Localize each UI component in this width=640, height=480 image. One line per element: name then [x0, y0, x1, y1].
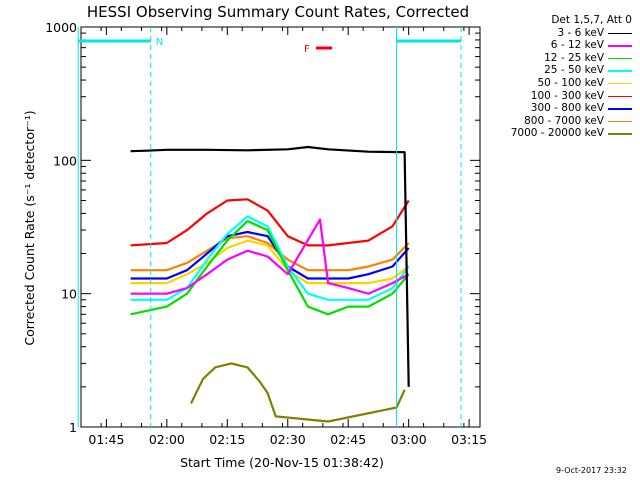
legend-swatch: [608, 82, 632, 85]
y-tick-label: 100: [53, 153, 77, 168]
timestamp: 9-Oct-2017 23:32: [556, 466, 627, 475]
legend-item: 7000 - 20000 keV: [480, 127, 638, 140]
annotation-label-f: F: [304, 44, 310, 55]
x-tick-label: 03:00: [391, 432, 427, 447]
y-tick-label: 1000: [45, 20, 77, 35]
series-line-7000-20000-kevkev: [190, 362, 406, 423]
legend-swatch: [608, 133, 632, 135]
legend-item: 3 - 6 keV: [480, 27, 638, 40]
legend-label: 50 - 100 keV: [537, 76, 604, 89]
series-line-6-12-kevkev: [130, 218, 410, 295]
legend-swatch: [608, 95, 632, 97]
y-axis-label: Corrected Count Rate (s⁻¹ detector⁻¹): [22, 110, 37, 345]
legend-swatch: [608, 32, 632, 34]
series-group: [130, 145, 410, 423]
chart-title: HESSI Observing Summary Count Rates, Cor…: [87, 3, 469, 21]
series-line-3-6-kevkev: [130, 145, 410, 387]
axis-ticks: 01:45 02:00 02:15 02:30 02:45 03:00 03:15 1 10 10…: [45, 20, 487, 447]
legend-item: 300 - 800 keV: [480, 102, 638, 115]
x-tick-label: 02:00: [149, 432, 185, 447]
series-line-100-300-kevkev: [130, 198, 410, 247]
legend-label: 800 - 7000 keV: [524, 114, 604, 127]
y-tick-label: 10: [61, 287, 77, 302]
x-tick-label: 02:30: [270, 432, 306, 447]
legend-item: 25 - 50 keV: [480, 64, 638, 77]
x-axis-label: Start Time (20-Nov-15 01:38:42): [180, 455, 384, 470]
legend-swatch: [608, 120, 632, 123]
legend-item: 50 - 100 keV: [480, 77, 638, 90]
legend-label: 3 - 6 keV: [557, 26, 604, 39]
legend-label: 300 - 800 keV: [530, 102, 604, 115]
legend-swatch: [608, 45, 632, 47]
x-tick-label: 01:45: [88, 432, 124, 447]
legend-swatch: [608, 57, 632, 60]
series-line-50-100-kevkev: [130, 239, 410, 285]
annotation-label-n: N: [156, 37, 163, 48]
x-tick-label: 03:15: [451, 432, 487, 447]
y-tick-label: 1: [69, 420, 77, 435]
legend-header: Det 1,5,7, Att 0: [551, 14, 632, 26]
legend-label: 7000 - 20000 keV: [510, 127, 604, 140]
legend-item: 800 - 7000 keV: [480, 115, 638, 128]
plot-border: [80, 26, 481, 428]
legend-label: 25 - 50 keV: [544, 64, 604, 77]
legend-swatch: [608, 70, 632, 72]
annotations: NF: [77, 27, 462, 427]
x-tick-label: 02:15: [209, 432, 245, 447]
series-line-25-50-kevkev: [130, 215, 410, 301]
series-line-12-25-kevkev: [130, 220, 410, 316]
legend-item: 12 - 25 keV: [480, 52, 638, 65]
legend: Det 1,5,7, Att 0 3 - 6 keV 6 - 12 keV 12 -…: [480, 14, 638, 140]
legend-label: 12 - 25 keV: [544, 51, 604, 64]
legend-item: 100 - 300 keV: [480, 90, 638, 103]
plot-frame: [80, 26, 481, 428]
x-tick-label: 02:45: [330, 432, 366, 447]
legend-swatch: [608, 108, 632, 110]
legend-label: 6 - 12 keV: [550, 39, 604, 52]
legend-label: 100 - 300 keV: [530, 89, 604, 102]
legend-item: 6 - 12 keV: [480, 39, 638, 52]
